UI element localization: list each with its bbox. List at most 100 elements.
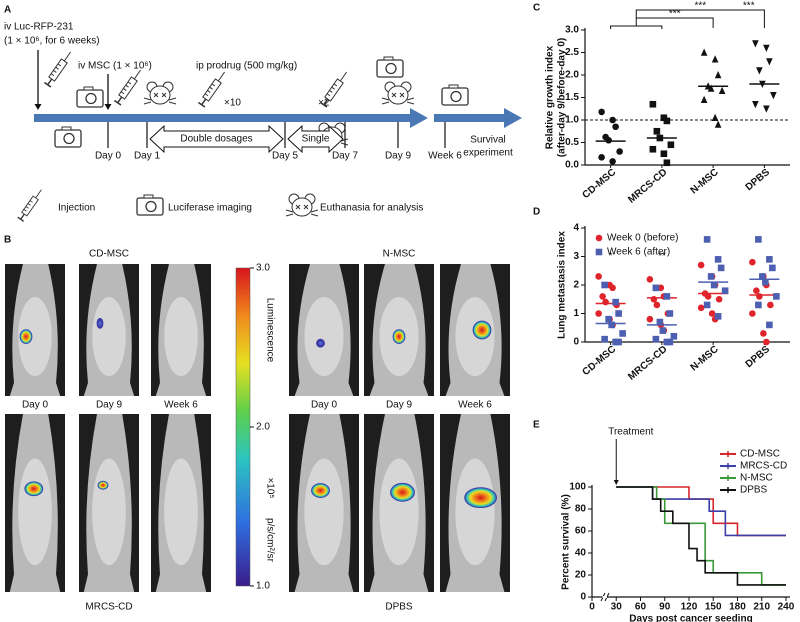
mouse-belly	[379, 458, 419, 566]
syringe-scale	[211, 83, 216, 87]
syringe-needle	[133, 69, 142, 80]
timepoint-label: Day 9	[96, 400, 123, 411]
data-point	[703, 236, 711, 243]
x-tick-label: 240	[778, 602, 795, 613]
axis-break-gap	[602, 596, 607, 598]
syringe-grip	[17, 216, 25, 222]
mouse-belly	[304, 458, 344, 566]
colorbar-tick-label: 1.0	[256, 581, 270, 592]
data-point	[721, 287, 729, 294]
x-tick-label: DPBS	[744, 344, 773, 370]
syringe-scale	[123, 88, 127, 91]
group-label: N-MSC	[383, 249, 416, 260]
data-point	[755, 301, 762, 309]
mouse-head	[149, 85, 171, 105]
mouse-eye	[399, 92, 405, 98]
data-point	[753, 287, 760, 295]
camera-top	[61, 126, 72, 131]
annotation: ip prodrug (500 mg/kg)	[196, 61, 297, 72]
data-point	[756, 293, 763, 300]
significance-label: **	[658, 251, 666, 262]
syringe-plunger	[20, 213, 25, 220]
panel-label: B	[4, 235, 11, 246]
syringe-scale	[204, 93, 209, 97]
panel-label: C	[533, 3, 540, 14]
syringe-scale	[27, 203, 31, 206]
mouse-belly	[455, 458, 495, 566]
annotation: Treatment	[608, 427, 653, 438]
data-point	[707, 273, 715, 280]
y-axis-label: Percent survival (%)	[561, 494, 572, 590]
x-tick-label: 60	[635, 602, 647, 613]
colorbar-tick-label: 3.0	[256, 263, 270, 274]
data-point	[714, 71, 722, 79]
legend-label: DPBS	[740, 485, 768, 496]
data-point	[601, 281, 608, 289]
camera-top	[448, 84, 459, 89]
data-point	[714, 313, 722, 320]
mouse-belly	[18, 458, 52, 566]
syringe-plunger	[323, 98, 329, 106]
legend-label: CD-MSC	[740, 449, 780, 460]
data-point	[650, 295, 658, 303]
y-tick-label: 80	[575, 504, 587, 515]
camera-icon	[136, 194, 164, 216]
x-tick-label: CD-MSC	[581, 344, 619, 378]
arrow-head	[34, 104, 42, 110]
data-point	[609, 158, 616, 165]
syringe-body	[21, 195, 39, 217]
timeline-arrow	[504, 108, 522, 128]
syringe-scale	[127, 81, 132, 85]
data-point	[656, 318, 664, 326]
mouse-eye	[161, 92, 167, 98]
annotation: experiment	[463, 148, 513, 159]
timepoint-label: Week 6	[458, 400, 492, 411]
timepoint-label: Day 0	[95, 151, 122, 162]
syringe-icon	[113, 69, 142, 106]
data-point	[666, 338, 674, 346]
data-point	[714, 256, 722, 263]
mouse-belly	[164, 458, 198, 566]
syringe-body	[324, 78, 344, 102]
mouse-icon	[285, 193, 319, 217]
x-tick-label: 210	[753, 602, 770, 613]
data-point	[717, 264, 725, 272]
data-point	[763, 105, 770, 113]
data-point	[760, 330, 767, 337]
phase-arrow	[287, 124, 344, 154]
data-point	[605, 315, 612, 323]
y-tick-label: 0.0	[565, 160, 579, 171]
syringe-scale	[57, 63, 62, 67]
data-point	[667, 141, 675, 149]
syringe-scale	[25, 206, 29, 209]
annotation: iv MSC (1 × 10⁶)	[78, 61, 152, 72]
timeline-bar	[434, 114, 506, 122]
data-point	[763, 338, 770, 346]
syringe-needle	[63, 51, 72, 62]
timepoint-label: Day 0	[22, 400, 49, 411]
y-tick-label: 1	[573, 308, 579, 319]
mouse-icon	[143, 81, 177, 105]
x-tick-label: 120	[681, 602, 698, 613]
luminescence-signal	[19, 329, 33, 345]
mouse-belly	[18, 297, 52, 377]
x-tick-label: MRCS-CD	[626, 344, 669, 383]
x-tick-label: N-MSC	[689, 167, 721, 196]
panel-label: E	[533, 420, 540, 431]
data-point	[657, 284, 665, 292]
data-point	[615, 338, 622, 346]
legend-label: N-MSC	[740, 473, 773, 484]
significance-bracket	[610, 9, 765, 29]
data-point	[649, 100, 657, 108]
data-point	[652, 335, 660, 343]
syringe-icon	[197, 71, 226, 108]
y-tick-label: 1.0	[565, 115, 579, 126]
colorbar-scale: ×10⁵	[264, 477, 275, 498]
syringe-scale	[53, 70, 57, 73]
mouse-head	[291, 197, 313, 217]
luminescence-signal	[392, 329, 406, 345]
survival-line	[616, 486, 786, 586]
data-point	[711, 113, 719, 122]
colorbar-tick-label: 2.0	[256, 422, 270, 433]
y-tick-label: 0	[580, 592, 586, 603]
